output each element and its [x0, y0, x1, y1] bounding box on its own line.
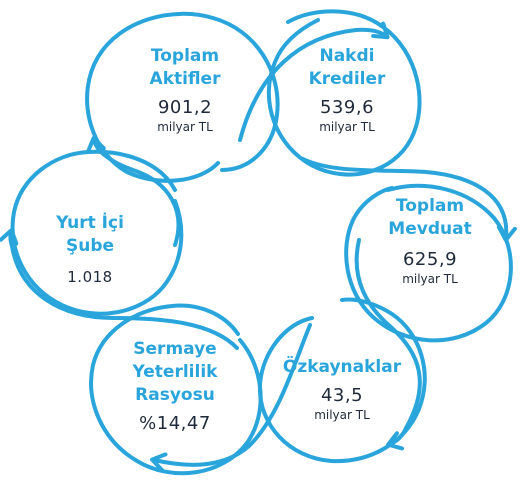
node-title-line: Sermaye — [133, 339, 217, 359]
node-title-line: Krediler — [308, 69, 386, 89]
arrow-to-nakdi-krediler — [238, 21, 390, 142]
node-unit: milyar TL — [314, 408, 370, 422]
node-toplam-mevduat: Toplam Mevduat 625,9 milyar TL — [365, 195, 495, 287]
node-title-line: Özkaynaklar — [282, 357, 402, 377]
node-toplam-aktifler: Toplam Aktifler 901,2 milyar TL — [120, 45, 250, 135]
node-title-line: Yurt İçi — [56, 213, 124, 233]
node-value: 43,5 — [320, 385, 364, 406]
arrow-to-sermaye-yeterlilik — [150, 323, 312, 472]
circle-sermaye-yeterlilik — [89, 303, 263, 476]
node-unit: milyar TL — [402, 272, 458, 286]
arrow-to-toplam-aktifler — [86, 136, 181, 247]
arrow-to-yurt-ici-sube — [0, 228, 239, 350]
node-title-line: Mevduat — [388, 219, 472, 239]
node-title-line: Toplam — [395, 196, 465, 216]
arrow-to-toplam-mevduat — [301, 157, 517, 242]
node-title-line: Yeterlilik — [132, 362, 218, 382]
node-title-line: Toplam — [150, 46, 220, 66]
arrow-to-ozkaynaklar — [354, 238, 422, 451]
node-ozkaynaklar: Özkaynaklar 43,5 milyar TL — [272, 356, 412, 423]
circle-toplam-mevduat — [344, 183, 513, 343]
node-title-line: Aktifler — [149, 69, 221, 89]
node-title-line: Nakdi — [319, 46, 375, 66]
circle-nakdi-krediler — [266, 9, 422, 177]
node-value: 901,2 — [157, 97, 213, 118]
node-title-line: Rasyosu — [135, 385, 215, 405]
circle-ozkaynaklar — [257, 297, 427, 464]
node-unit: milyar TL — [157, 120, 213, 134]
node-value: 1.018 — [67, 268, 113, 286]
node-value: %14,47 — [139, 413, 211, 434]
node-unit: milyar TL — [319, 120, 375, 134]
circle-toplam-aktifler — [85, 11, 280, 183]
node-title-line: Şube — [65, 236, 115, 256]
node-value: 539,6 — [319, 97, 375, 118]
node-value: 625,9 — [402, 249, 458, 270]
node-sermaye-yeterlilik: Sermaye Yeterlilik Rasyosu %14,47 — [110, 338, 240, 435]
node-yurt-ici-sube: Yurt İçi Şube 1.018 — [30, 212, 150, 288]
node-nakdi-krediler: Nakdi Krediler 539,6 milyar TL — [282, 45, 412, 135]
